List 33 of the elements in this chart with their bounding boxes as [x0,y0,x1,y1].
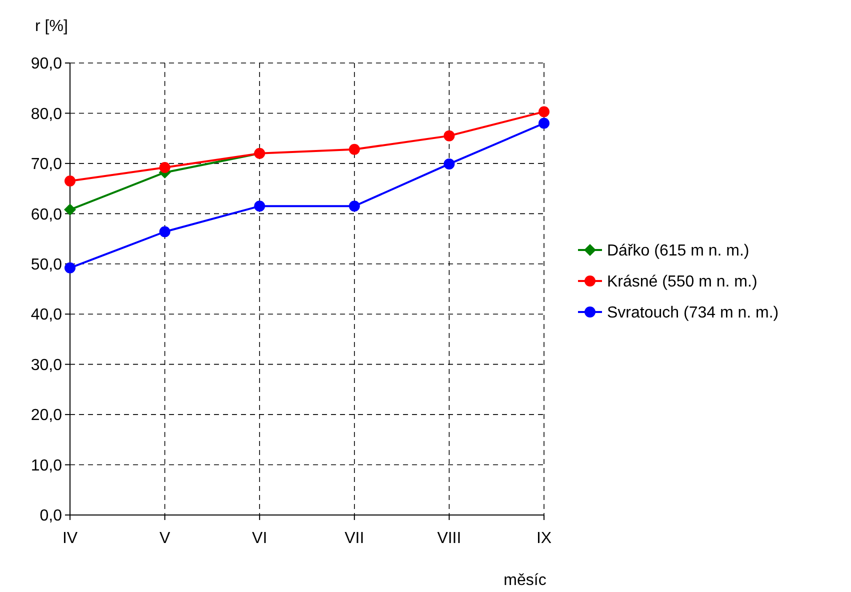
point [64,176,76,187]
y-tick-label: 80,0 [30,106,62,123]
point [64,262,76,274]
point [444,158,455,170]
point [64,204,76,216]
point [538,118,550,129]
y-axis-title: r [%] [35,18,68,35]
x-tick-label: IV [62,530,78,547]
y-tick-label: 70,0 [30,156,62,174]
y-tick-label: 40,0 [30,306,62,324]
x-tick-label: IX [536,530,552,547]
x-axis-title: měsíc [504,572,546,589]
y-tick-label: 20,0 [30,407,62,424]
point [348,200,360,212]
x-tick-label: VIII [437,530,462,547]
y-tick-label: 60,0 [30,206,62,224]
point [159,226,170,238]
x-tick-label: VI [252,530,268,547]
y-tick-label: 90,0 [30,56,62,73]
point [159,162,170,173]
legend-label: Dářko (615 m n. m.) [607,242,750,260]
point [254,200,266,212]
y-tick-label: 50,0 [30,256,62,274]
x-tick-label: VII [344,530,364,547]
legend-label: Krásné (550 m n. m.) [607,274,758,291]
x-tick-label: V [159,530,170,547]
legend-label: Svratouch (734 m n. m.) [607,304,779,322]
point [444,130,455,142]
y-tick-label: 0,0 [40,508,62,525]
y-tick-label: 30,0 [30,356,62,374]
point [538,106,550,118]
y-tick-label: 10,0 [30,457,62,474]
point [348,144,360,155]
